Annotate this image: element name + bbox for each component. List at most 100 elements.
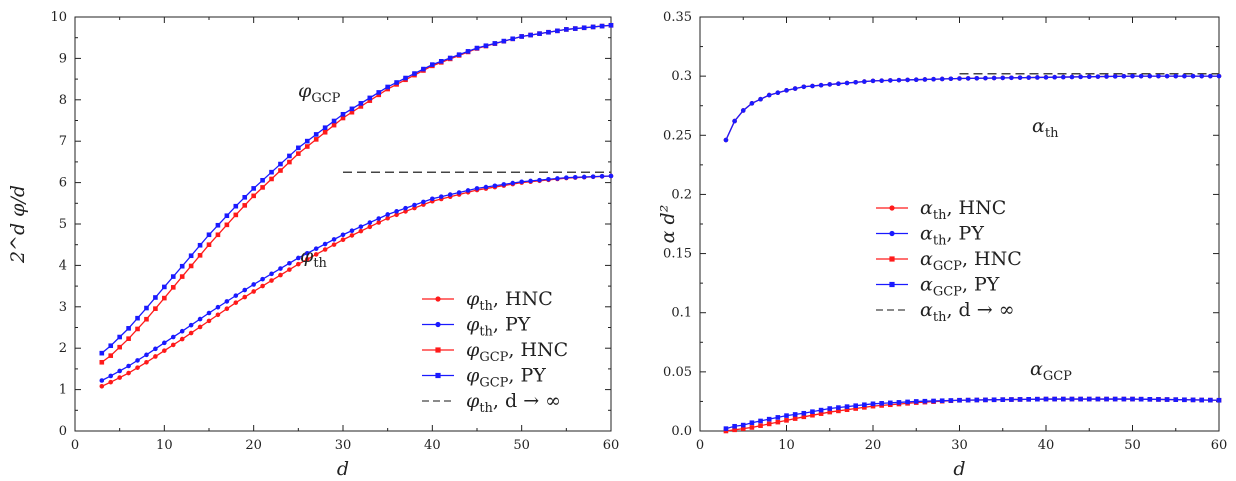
data-point <box>108 379 114 385</box>
data-point <box>492 41 498 46</box>
data-point <box>287 260 292 266</box>
data-point <box>126 363 131 369</box>
data-point <box>983 397 988 403</box>
data-point <box>349 106 355 112</box>
data-point <box>801 410 807 416</box>
data-point <box>260 283 265 289</box>
data-point <box>749 420 755 426</box>
x-tick-label: 0 <box>71 438 79 453</box>
data-point <box>287 153 292 159</box>
legend-label: αGCP, HNC <box>920 248 1022 274</box>
y-tick-label: 6 <box>59 176 67 191</box>
data-point <box>331 122 337 128</box>
data-point <box>403 205 408 211</box>
data-point <box>564 175 569 180</box>
data-point <box>546 29 551 35</box>
data-point <box>340 115 346 121</box>
y-tick-label: 0.0 <box>671 424 692 439</box>
data-point <box>188 253 194 259</box>
data-point <box>888 400 893 406</box>
data-point <box>1078 74 1083 80</box>
data-point <box>581 174 587 180</box>
data-point <box>732 427 737 433</box>
data-point <box>1121 73 1127 79</box>
data-point <box>775 415 781 420</box>
data-point <box>775 419 781 425</box>
data-point <box>367 220 373 225</box>
legend-label: φth, HNC <box>466 288 553 314</box>
data-point <box>206 232 212 238</box>
data-point <box>1112 396 1118 402</box>
data-point <box>135 315 140 321</box>
data-point <box>590 24 596 30</box>
left-chart: 0 10 20 30 40 50 60 0 1 2 3 4 5 6 7 8 9 10 d 2^d φ/d φth, HN… <box>7 10 619 480</box>
data-point <box>144 305 149 311</box>
data-point <box>367 224 373 230</box>
data-point <box>153 354 158 359</box>
data-point <box>135 326 140 332</box>
data-point <box>758 423 763 428</box>
data-point <box>599 174 605 179</box>
data-point <box>135 365 140 370</box>
data-point <box>1086 396 1092 402</box>
y-tick-label: 0.05 <box>663 365 692 380</box>
data-point <box>403 209 408 214</box>
y-tick-label: 0.3 <box>671 69 692 84</box>
data-point <box>251 282 256 287</box>
data-point <box>1043 75 1049 80</box>
data-point <box>340 237 346 243</box>
data-point <box>948 76 954 82</box>
data-point <box>1190 397 1196 403</box>
data-point <box>456 190 462 195</box>
data-point <box>170 334 176 340</box>
data-point <box>385 84 390 90</box>
data-point <box>242 294 248 300</box>
curve-annotation: φGCP <box>298 80 341 106</box>
data-point <box>1026 396 1031 402</box>
x-axis-title: d <box>337 458 349 480</box>
data-point <box>197 316 203 322</box>
data-point <box>313 252 319 257</box>
series-2 <box>99 22 614 365</box>
data-point <box>233 212 239 218</box>
y-tick-label: 1 <box>59 383 67 398</box>
data-point <box>438 58 444 64</box>
data-point <box>1147 396 1153 402</box>
data-point <box>537 177 542 183</box>
data-point <box>1147 73 1153 79</box>
x-tick-label: 60 <box>1211 438 1228 453</box>
data-point <box>1182 73 1187 79</box>
data-point <box>723 137 729 143</box>
data-point <box>836 408 841 414</box>
data-point <box>179 328 185 334</box>
data-point <box>879 401 884 406</box>
data-point <box>376 216 382 221</box>
data-point <box>117 334 122 340</box>
data-point <box>233 300 239 305</box>
data-point <box>888 78 893 83</box>
data-point <box>983 75 988 81</box>
data-point <box>991 75 997 81</box>
data-point <box>483 43 489 49</box>
data-point <box>206 318 212 324</box>
x-tick-label: 10 <box>156 438 173 453</box>
data-point <box>862 79 867 84</box>
data-point <box>304 138 310 144</box>
data-point <box>412 71 417 76</box>
legend-marker <box>435 372 441 379</box>
data-point <box>608 22 614 28</box>
data-point <box>766 421 772 427</box>
data-point <box>108 353 114 358</box>
data-point <box>801 414 807 420</box>
data-point <box>1164 397 1170 402</box>
data-point <box>801 84 807 90</box>
data-point <box>1052 74 1057 80</box>
data-point <box>1069 396 1075 402</box>
data-point <box>784 418 789 423</box>
data-point <box>376 92 382 98</box>
right-chart: 0 10 20 30 40 50 60 0.0 0.05 0.1 0.15 0.2 0.25 0.3 0.3… <box>657 10 1227 480</box>
data-point <box>555 28 560 34</box>
data-point <box>870 78 876 84</box>
data-point <box>278 161 283 167</box>
